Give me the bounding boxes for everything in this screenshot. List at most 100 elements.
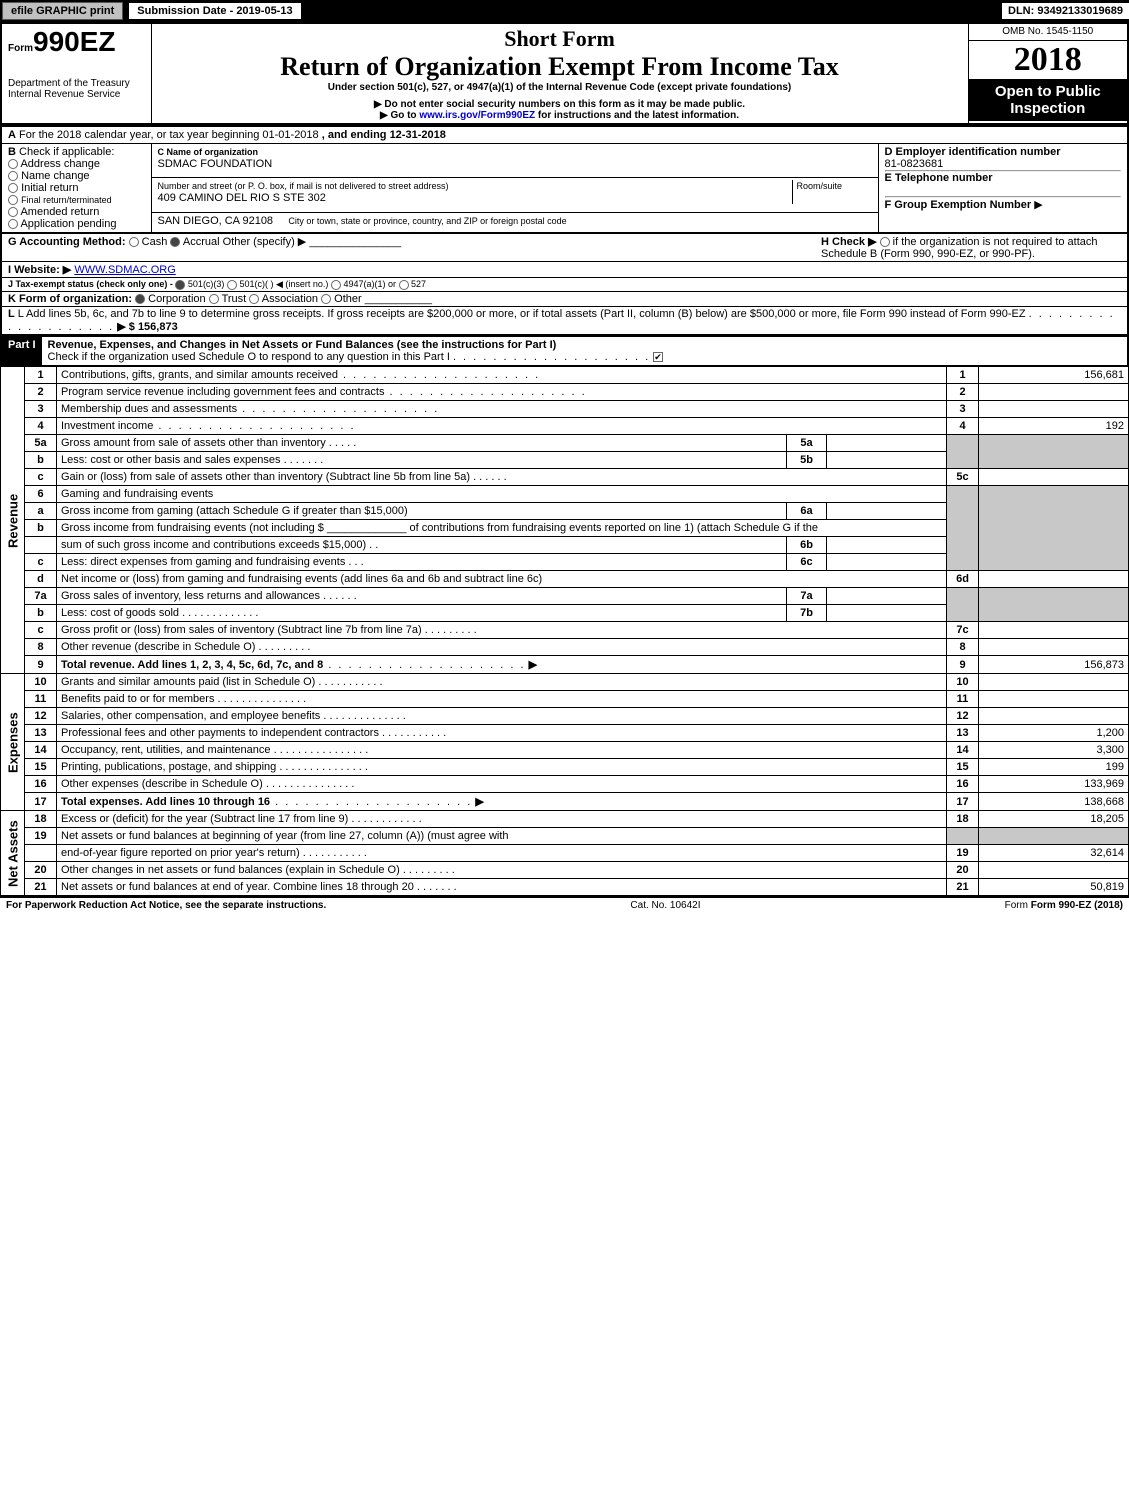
line-6b-num: b bbox=[25, 520, 57, 537]
line-5a-subval bbox=[827, 435, 947, 452]
trust-label: Trust bbox=[222, 293, 247, 305]
corporation-radio[interactable] bbox=[135, 294, 145, 304]
address-change-radio[interactable] bbox=[8, 159, 18, 169]
527-radio[interactable] bbox=[399, 280, 409, 290]
line-18-amt: 18,205 bbox=[979, 811, 1129, 828]
line-7b-subval bbox=[827, 605, 947, 622]
line-1-num: 1 bbox=[25, 367, 57, 384]
amended-return-label: Amended return bbox=[20, 206, 99, 218]
goto-post: for instructions and the latest informat… bbox=[535, 110, 739, 121]
line-9-num: 9 bbox=[25, 656, 57, 674]
address-change-label: Address change bbox=[20, 158, 100, 170]
final-return-radio[interactable] bbox=[8, 195, 18, 205]
other-org-radio[interactable] bbox=[321, 294, 331, 304]
line-6c-sub: 6c bbox=[787, 554, 827, 571]
telephone-label: E Telephone number bbox=[885, 172, 993, 184]
dept-treasury: Department of the Treasury bbox=[8, 78, 145, 89]
4947-radio[interactable] bbox=[331, 280, 341, 290]
part-1-table: Revenue 1 Contributions, gifts, grants, … bbox=[0, 366, 1129, 896]
line-12-desc: Salaries, other compensation, and employ… bbox=[61, 710, 320, 722]
line-l-text: L Add lines 5b, 6c, and 7b to line 9 to … bbox=[18, 308, 1026, 320]
line-19b-desc: end-of-year figure reported on prior yea… bbox=[61, 847, 300, 859]
goto-note: ▶ Go to www.irs.gov/Form990EZ for instru… bbox=[158, 110, 962, 121]
501c3-label: 501(c)(3) bbox=[188, 279, 225, 289]
line-4-num: 4 bbox=[25, 418, 57, 435]
line-7a-subval bbox=[827, 588, 947, 605]
line-8-desc: Other revenue (describe in Schedule O) bbox=[61, 641, 255, 653]
line-21-amt: 50,819 bbox=[979, 879, 1129, 896]
h-check-radio[interactable] bbox=[880, 237, 890, 247]
line-7c-col: 7c bbox=[947, 622, 979, 639]
527-label: 527 bbox=[411, 279, 426, 289]
cat-no: Cat. No. 10642I bbox=[630, 900, 700, 911]
line-3-col: 3 bbox=[947, 401, 979, 418]
expenses-side-label: Expenses bbox=[1, 674, 25, 811]
return-title: Return of Organization Exempt From Incom… bbox=[158, 52, 962, 82]
line-5c-num: c bbox=[25, 469, 57, 486]
line-20-col: 20 bbox=[947, 862, 979, 879]
group-exemption-arrow: ▶ bbox=[1034, 199, 1042, 211]
ein-label: D Employer identification number bbox=[885, 146, 1061, 158]
irs-link[interactable]: www.irs.gov/Form990EZ bbox=[419, 110, 535, 121]
line-6-num: 6 bbox=[25, 486, 57, 503]
schedule-o-checkbox[interactable] bbox=[653, 352, 663, 362]
check-if-applicable-label: Check if applicable: bbox=[19, 146, 114, 158]
line-6c-num: c bbox=[25, 554, 57, 571]
paperwork-notice: For Paperwork Reduction Act Notice, see … bbox=[6, 900, 326, 911]
name-change-radio[interactable] bbox=[8, 171, 18, 181]
line-6a-subval bbox=[827, 503, 947, 520]
line-9-col: 9 bbox=[947, 656, 979, 674]
short-form-title: Short Form bbox=[158, 26, 962, 52]
line-6d-num: d bbox=[25, 571, 57, 588]
application-pending-radio[interactable] bbox=[8, 219, 18, 229]
initial-return-radio[interactable] bbox=[8, 183, 18, 193]
line-6-desc: Gaming and fundraising events bbox=[57, 486, 947, 503]
line-17-col: 17 bbox=[947, 793, 979, 811]
org-name-label: C Name of organization bbox=[158, 147, 259, 157]
line-2-amt bbox=[979, 384, 1129, 401]
efile-print-button[interactable]: efile GRAPHIC print bbox=[2, 2, 123, 20]
line-20-desc: Other changes in net assets or fund bala… bbox=[61, 864, 400, 876]
line-5c-amt bbox=[979, 469, 1129, 486]
part-1-label: Part I bbox=[2, 337, 42, 365]
line-7c-desc: Gross profit or (loss) from sales of inv… bbox=[61, 624, 422, 636]
form-number: Form990EZ bbox=[8, 26, 145, 58]
street-label: Number and street (or P. O. box, if mail… bbox=[158, 181, 449, 191]
website-link[interactable]: WWW.SDMAC.ORG bbox=[74, 264, 175, 276]
line-18-desc: Excess or (deficit) for the year (Subtra… bbox=[61, 813, 348, 825]
city-note: City or town, state or province, country… bbox=[288, 216, 566, 226]
part-1-check-line: Check if the organization used Schedule … bbox=[48, 351, 450, 363]
trust-radio[interactable] bbox=[209, 294, 219, 304]
line-6c-subval bbox=[827, 554, 947, 571]
form-prefix: Form bbox=[8, 43, 33, 54]
accrual-radio[interactable] bbox=[170, 237, 180, 247]
line-7b-num: b bbox=[25, 605, 57, 622]
line-11-desc: Benefits paid to or for members bbox=[61, 693, 214, 705]
cash-radio[interactable] bbox=[129, 237, 139, 247]
line-18-col: 18 bbox=[947, 811, 979, 828]
line-13-desc: Professional fees and other payments to … bbox=[61, 727, 379, 739]
line-2-num: 2 bbox=[25, 384, 57, 401]
line-8-amt bbox=[979, 639, 1129, 656]
amended-return-radio[interactable] bbox=[8, 207, 18, 217]
room-suite-label: Room/suite bbox=[797, 181, 843, 191]
line-15-amt: 199 bbox=[979, 759, 1129, 776]
501c-radio[interactable] bbox=[227, 280, 237, 290]
line-18-num: 18 bbox=[25, 811, 57, 828]
line-21-num: 21 bbox=[25, 879, 57, 896]
street-value: 409 CAMINO DEL RIO S STE 302 bbox=[158, 192, 326, 204]
form-footer: Form 990-EZ (2018) bbox=[1031, 900, 1123, 911]
line-4-col: 4 bbox=[947, 418, 979, 435]
line-6c-desc: Less: direct expenses from gaming and fu… bbox=[61, 556, 345, 568]
line-19b-num bbox=[25, 845, 57, 862]
website-label: I Website: ▶ bbox=[8, 264, 71, 276]
line-12-col: 12 bbox=[947, 708, 979, 725]
501c3-radio[interactable] bbox=[175, 280, 185, 290]
org-name: SDMAC FOUNDATION bbox=[158, 158, 273, 170]
association-radio[interactable] bbox=[249, 294, 259, 304]
line-19b-amt: 32,614 bbox=[979, 845, 1129, 862]
line-5b-num: b bbox=[25, 452, 57, 469]
line-5a-num: 5a bbox=[25, 435, 57, 452]
open-line1: Open to Public bbox=[973, 83, 1124, 100]
line-9-amt: 156,873 bbox=[979, 656, 1129, 674]
